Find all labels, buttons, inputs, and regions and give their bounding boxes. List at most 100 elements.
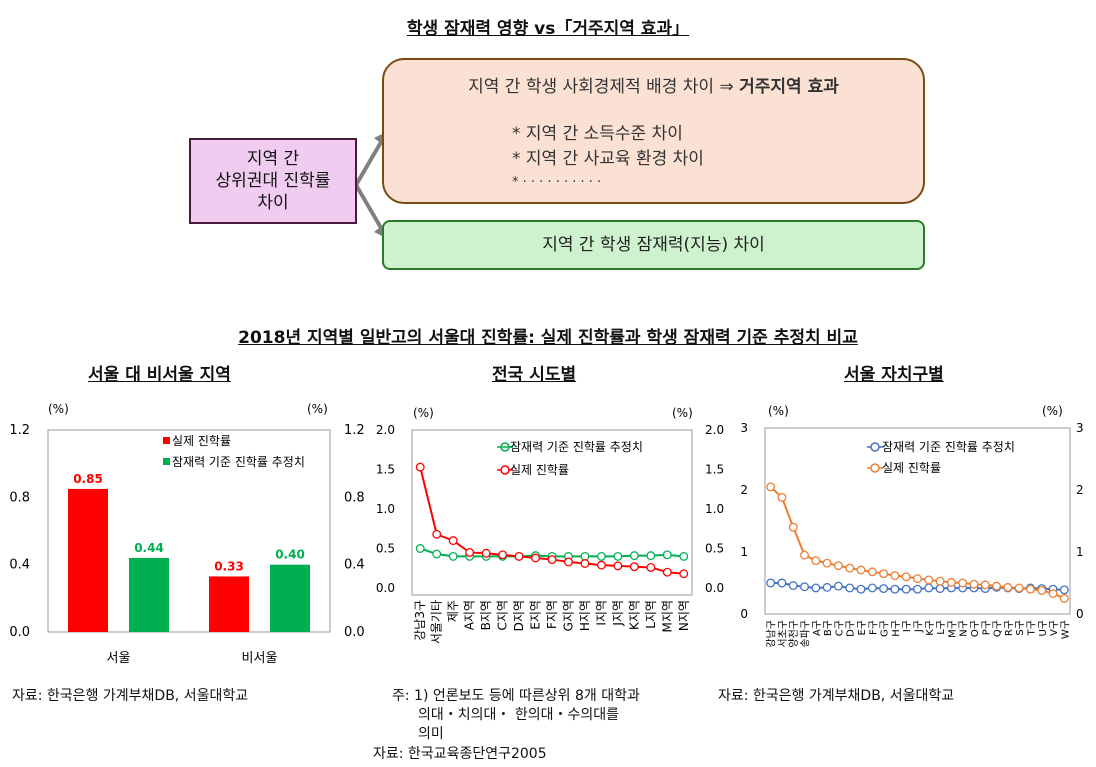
bar-value-label: 0.44: [134, 541, 164, 555]
data-point: [1026, 584, 1035, 594]
x-tick-label: N구: [959, 620, 970, 637]
data-point: [867, 583, 877, 593]
chart1: (%) (%) 1.2 0.8 0.4 0.0 1.2 0.8 0.4 0.0 0.85 0.4…: [9, 402, 365, 666]
y-tick-label-right: 3: [1076, 421, 1084, 435]
data-point: [629, 551, 639, 561]
note-mid-source: 자료: 한국교육종단연구2005: [373, 746, 547, 762]
y-tick-label-left: 3: [740, 421, 748, 435]
data-point: [766, 482, 776, 492]
data-point: [845, 583, 855, 593]
data-point: [833, 581, 843, 591]
data-point: [1059, 585, 1069, 595]
x-tick-label: G구: [880, 620, 891, 637]
data-point: [766, 578, 776, 588]
data-point: [613, 561, 623, 571]
x-tick-label: D구: [846, 620, 857, 637]
chart3-legend-actual: 실제 진학률: [882, 461, 941, 475]
chart1-unit-right: (%): [307, 402, 328, 416]
x-tick-label: L지역: [644, 600, 658, 629]
data-point: [946, 577, 956, 587]
y-tick-label-right: 0.4: [344, 558, 365, 573]
x-tick-label: E지역: [529, 600, 543, 630]
y-tick-label-left: 1: [740, 545, 748, 559]
top-box-bullet: * 지역 간 소득수준 차이: [512, 124, 683, 144]
top-box: 지역 간 학생 사회경제적 배경 차이 ⇒ 거주지역 효과 * 지역 간 소득수…: [382, 58, 925, 204]
diagram-title: 학생 잠재력 영향 vs「거주지역 효과」: [406, 19, 690, 39]
data-point: [822, 582, 832, 592]
data-point: [913, 584, 922, 594]
x-tick-label: 제주: [446, 600, 460, 622]
x-tick-label: P구: [981, 620, 992, 635]
x-tick-label: 강남3구: [413, 600, 427, 641]
data-point: [662, 550, 672, 560]
data-point: [679, 569, 689, 579]
chart1-legend-estimate: 잠재력 기준 진학률 추정치: [172, 455, 305, 469]
data-point: [564, 557, 573, 567]
y-tick-label-left: 0: [740, 607, 748, 621]
bar: [209, 576, 249, 632]
chart2-subtitle: 전국 시도별: [492, 365, 577, 385]
x-tick-label: T구: [1026, 620, 1037, 636]
note-mid-2: 의대・치의대・ 한의대・수의대를: [418, 707, 620, 723]
x-tick-label: 서울: [107, 651, 131, 666]
note-right: 자료: 한국은행 가계부채DB, 서울대학교: [718, 688, 955, 704]
x-tick-label: M지역: [660, 600, 674, 632]
chart1-legend-actual: 실제 진학률: [172, 434, 231, 448]
x-tick-label: E구: [857, 620, 868, 636]
y-tick-label-right: 0.0: [344, 625, 365, 640]
y-tick-label-right: 1: [1076, 545, 1084, 559]
x-tick-label: B지역: [479, 600, 493, 630]
y-tick-label-right: 2: [1076, 483, 1084, 497]
data-point: [415, 544, 425, 553]
data-point: [800, 550, 809, 560]
data-point: [514, 551, 524, 561]
data-point: [531, 553, 540, 563]
chart2-legend-marker-actual: [500, 465, 510, 475]
note-mid-1: 주: 1) 언론보도 등에 따른상위 8개 대학과: [392, 688, 640, 704]
bar-value-label: 0.40: [275, 548, 305, 562]
y-tick-label-right: 1.5: [705, 463, 724, 477]
x-tick-label: V구: [1049, 620, 1060, 636]
y-tick-label-left: 0.4: [9, 558, 30, 573]
bar-value-label: 0.33: [214, 559, 244, 573]
left-box-line: 지역 간: [246, 149, 300, 169]
data-point: [777, 578, 787, 588]
data-point: [879, 569, 889, 579]
x-tick-label: 서초구: [777, 620, 789, 648]
y-tick-label-right: 1.2: [344, 423, 365, 438]
data-point: [415, 462, 425, 472]
chart1-unit-left: (%): [48, 402, 69, 416]
x-tick-label: R구: [1004, 620, 1015, 636]
y-tick-label-left: 0.0: [9, 625, 30, 640]
x-tick-label: O구: [970, 620, 981, 637]
y-tick-label-left: 2: [740, 483, 748, 497]
bottom-box: 지역 간 학생 잠재력(지능) 차이: [382, 220, 925, 270]
x-tick-label: J구: [914, 620, 925, 633]
x-tick-label: H지역: [578, 600, 592, 631]
y-tick-label-right: 0.0: [705, 581, 724, 595]
data-point: [448, 536, 458, 546]
y-tick-label-left: 2.0: [376, 423, 395, 437]
chart3-legend-marker-estimate: [870, 442, 880, 452]
data-point: [856, 565, 866, 575]
data-point: [879, 584, 889, 594]
x-tick-label: 강남구: [766, 620, 778, 648]
y-tick-label-left: 1.2: [9, 423, 30, 438]
data-point: [498, 550, 508, 560]
x-tick-label: C구: [834, 620, 845, 636]
x-tick-label: C지역: [496, 600, 510, 630]
x-tick-label: N지역: [677, 600, 691, 631]
bar: [270, 564, 310, 632]
data-point: [788, 522, 798, 532]
y-tick-label-left: 1.5: [376, 463, 395, 477]
left-box-line: 차이: [257, 193, 289, 213]
x-tick-label: 송파구: [800, 620, 812, 648]
data-point: [448, 551, 458, 561]
data-point: [958, 578, 968, 588]
data-point: [822, 558, 832, 568]
left-box-line: 상위권대 진학률: [215, 171, 331, 191]
data-point: [901, 572, 911, 582]
chart3-legend-estimate: 잠재력 기준 진학률 추정치: [882, 440, 1015, 454]
x-tick-label: F지역: [545, 600, 559, 629]
x-tick-label: A지역: [463, 600, 477, 630]
